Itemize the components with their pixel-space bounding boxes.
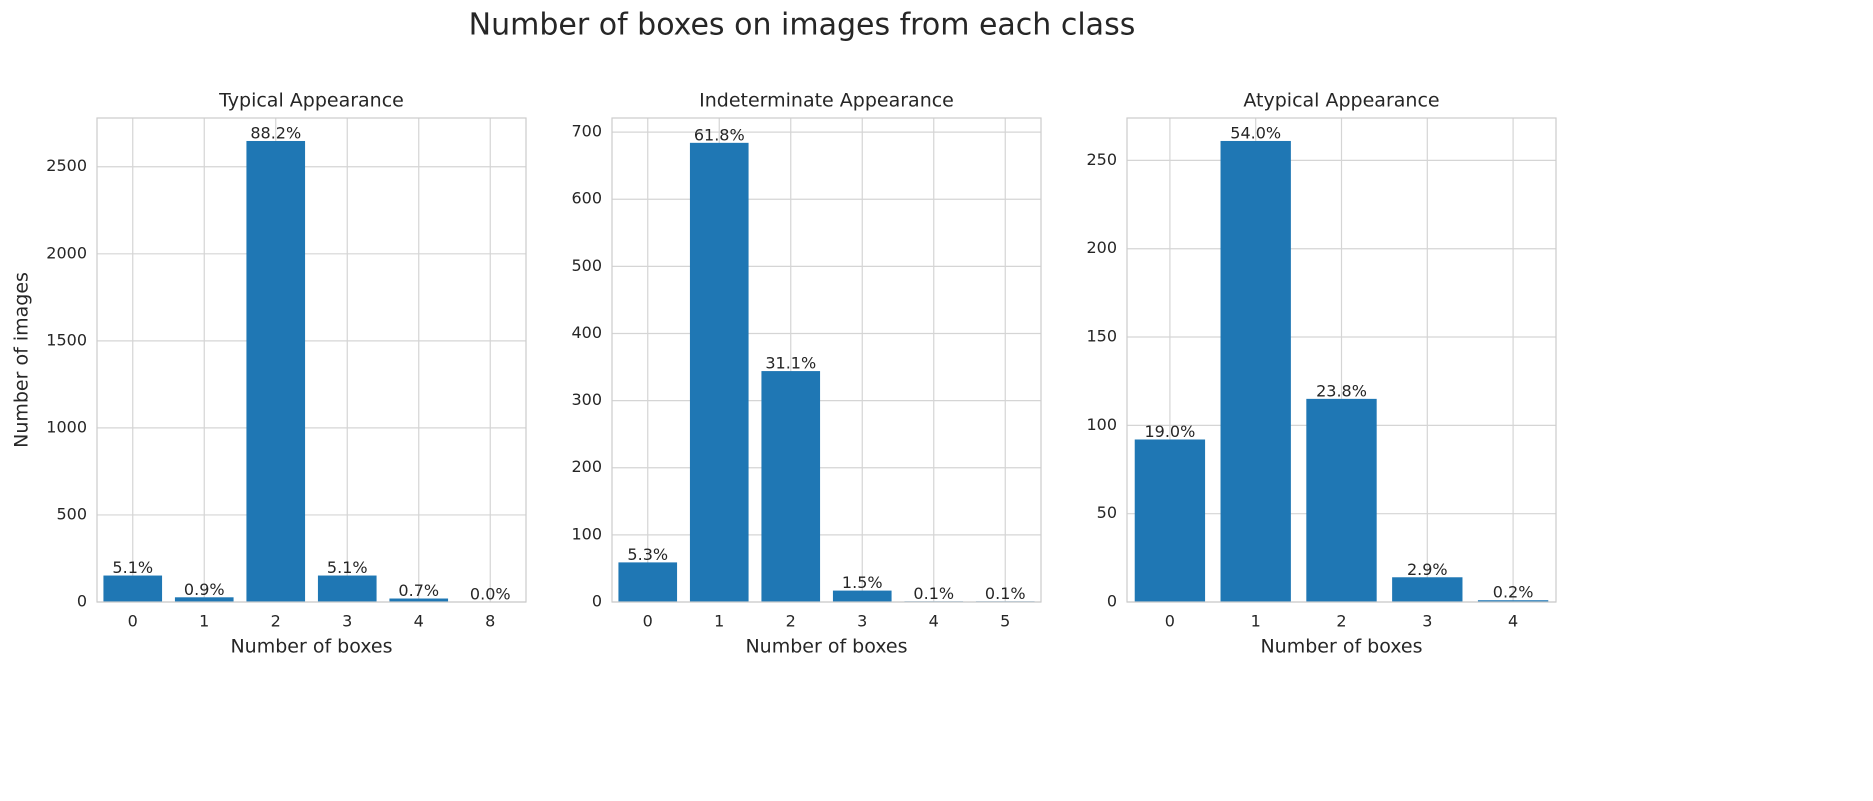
y-tick-label: 1500 bbox=[46, 330, 87, 349]
y-tick-label: 1000 bbox=[46, 417, 87, 436]
subplot-title: Indeterminate Appearance bbox=[699, 90, 954, 112]
x-tick-label: 2 bbox=[1336, 612, 1346, 631]
bar bbox=[1392, 577, 1463, 602]
bar-annotation: 54.0% bbox=[1230, 123, 1281, 142]
x-tick-label: 8 bbox=[485, 612, 495, 631]
y-tick-label: 0 bbox=[77, 592, 87, 611]
bar-annotation: 5.1% bbox=[327, 558, 368, 577]
x-axis-label: Number of boxes bbox=[230, 636, 392, 658]
y-tick-label: 500 bbox=[56, 504, 87, 523]
bar-annotation: 31.1% bbox=[765, 354, 816, 373]
bar bbox=[832, 590, 892, 602]
x-tick-label: 1 bbox=[714, 612, 724, 631]
y-tick-label: 500 bbox=[571, 256, 602, 275]
x-tick-label: 5 bbox=[1000, 612, 1010, 631]
y-tick-label: 100 bbox=[571, 524, 602, 543]
bar-annotation: 2.9% bbox=[1407, 560, 1448, 579]
bar bbox=[1220, 140, 1291, 602]
x-tick-label: 0 bbox=[1165, 612, 1175, 631]
subplot-title: Atypical Appearance bbox=[1243, 90, 1439, 112]
bar-annotation: 1.5% bbox=[842, 573, 883, 592]
bar bbox=[103, 575, 163, 602]
bar bbox=[1306, 398, 1377, 602]
bar-annotation: 61.8% bbox=[694, 125, 745, 144]
y-tick-label: 100 bbox=[1086, 415, 1117, 434]
y-tick-label: 300 bbox=[571, 390, 602, 409]
bar bbox=[689, 142, 749, 603]
bar bbox=[317, 575, 377, 602]
x-tick-label: 2 bbox=[786, 612, 796, 631]
plot-frame bbox=[96, 117, 527, 603]
y-tick-label: 250 bbox=[1086, 150, 1117, 169]
bar-annotation: 19.0% bbox=[1144, 422, 1195, 441]
bar bbox=[246, 140, 306, 602]
y-tick-label: 50 bbox=[1097, 503, 1117, 522]
y-tick-label: 200 bbox=[571, 457, 602, 476]
figure-title: Number of boxes on images from each clas… bbox=[469, 8, 1136, 43]
x-axis-label: Number of boxes bbox=[1260, 636, 1422, 658]
bar bbox=[1134, 439, 1206, 602]
plot-frame bbox=[1126, 117, 1557, 603]
bar bbox=[174, 597, 234, 602]
bar bbox=[761, 371, 821, 602]
bar bbox=[389, 598, 449, 602]
bar-annotation: 23.8% bbox=[1316, 381, 1367, 400]
x-tick-label: 0 bbox=[643, 612, 653, 631]
bar bbox=[1477, 600, 1549, 602]
x-tick-label: 3 bbox=[342, 612, 352, 631]
bar-annotation: 0.7% bbox=[398, 581, 439, 600]
y-tick-label: 0 bbox=[592, 592, 602, 611]
y-tick-label: 2500 bbox=[46, 156, 87, 175]
y-tick-label: 150 bbox=[1086, 327, 1117, 346]
bar-annotation: 0.1% bbox=[985, 584, 1026, 603]
bar-annotation: 5.1% bbox=[112, 558, 153, 577]
x-tick-label: 3 bbox=[1422, 612, 1432, 631]
x-tick-label: 4 bbox=[929, 612, 939, 631]
y-axis-label: Number of images bbox=[11, 272, 33, 448]
x-axis-label: Number of boxes bbox=[745, 636, 907, 658]
bar-annotation: 0.2% bbox=[1493, 583, 1534, 602]
x-tick-label: 3 bbox=[857, 612, 867, 631]
y-tick-label: 700 bbox=[571, 122, 602, 141]
x-tick-label: 0 bbox=[128, 612, 138, 631]
bar-annotation: 5.3% bbox=[627, 545, 668, 564]
x-tick-label: 1 bbox=[1251, 612, 1261, 631]
x-tick-label: 4 bbox=[414, 612, 424, 631]
plot-frame bbox=[611, 117, 1042, 603]
y-tick-label: 0 bbox=[1107, 592, 1117, 611]
y-tick-label: 2000 bbox=[46, 243, 87, 262]
bar bbox=[618, 562, 678, 602]
x-tick-label: 2 bbox=[271, 612, 281, 631]
bar-annotation: 0.9% bbox=[184, 580, 225, 599]
bar-annotation: 88.2% bbox=[250, 123, 301, 142]
bar-annotation: 0.1% bbox=[913, 584, 954, 603]
y-tick-label: 400 bbox=[571, 323, 602, 342]
y-tick-label: 200 bbox=[1086, 238, 1117, 257]
subplot-title: Typical Appearance bbox=[218, 90, 404, 112]
x-tick-label: 1 bbox=[199, 612, 209, 631]
y-tick-label: 600 bbox=[571, 189, 602, 208]
x-tick-label: 4 bbox=[1508, 612, 1518, 631]
bar-annotation: 0.0% bbox=[470, 584, 511, 603]
